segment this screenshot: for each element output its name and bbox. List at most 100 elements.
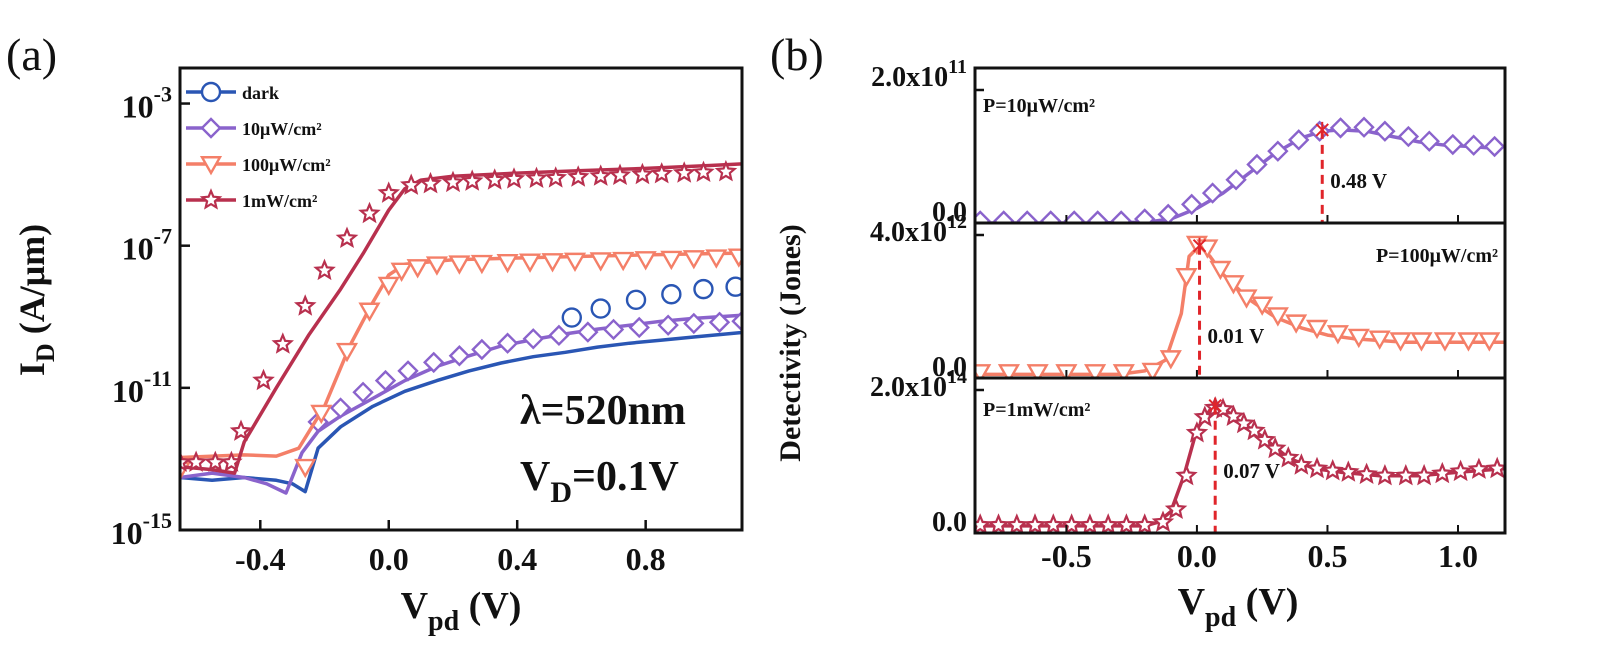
series-3-marker-7 [293, 294, 317, 316]
subplot-0-marker-3 [1040, 210, 1062, 223]
series-2-marker-9 [448, 255, 471, 275]
series-1-marker-7 [471, 338, 493, 361]
subplot-2-condition-label: P=1mW/cm² [983, 399, 1090, 421]
panel-a-x-title-sub: pd [428, 606, 460, 637]
series-3-marker-24 [650, 162, 674, 184]
series-2-marker-13 [541, 253, 564, 273]
subplot-0-marker-8 [1157, 203, 1179, 223]
subplot-2-marker-33 [1467, 457, 1491, 479]
subplot-1-marker-23 [1433, 332, 1457, 352]
series-2-marker-19 [682, 250, 705, 270]
panel-b-x-axis-title: Vpd (V) [1178, 581, 1299, 633]
subplot-2-marker-12 [1175, 463, 1198, 486]
vd-annotation-sub: D [550, 476, 572, 509]
vd-annotation: VD=0.1V [520, 454, 679, 509]
legend-marker-1 [200, 117, 222, 139]
subplot-2-marker-0 [975, 513, 992, 533]
subplot-1-peak-label: 0.01 V [1208, 324, 1265, 348]
series-3-marker-26 [692, 160, 715, 183]
legend-marker-3 [199, 188, 223, 210]
subplot-2-marker-9 [1133, 513, 1157, 533]
series-2-marker-2 [310, 404, 333, 425]
series-1-marker-3 [374, 369, 397, 392]
series-3-marker-1 [184, 450, 208, 472]
series-1-marker-15 [683, 312, 705, 335]
series-0-marker-1 [590, 298, 611, 319]
subplot-0-marker-9 [1181, 193, 1203, 216]
subplot-0-marker-16 [1329, 117, 1352, 139]
subplot-1-marker-21 [1389, 332, 1412, 352]
vd-annotation-rest: =0.1V [572, 454, 679, 500]
series-1-marker-12 [602, 318, 625, 341]
series-3-marker-12 [400, 173, 423, 195]
legend-marker-2 [199, 156, 223, 176]
wavelength-annotation: λ=520nm [520, 388, 686, 434]
subplot-1-marker-16 [1285, 314, 1308, 334]
series-2-marker-14 [563, 252, 587, 273]
subplot-1-marker-13 [1235, 289, 1258, 309]
subplot-2-marker-27 [1355, 462, 1378, 485]
series-3-marker-3 [220, 450, 243, 472]
panel-a-xtick-label-2: 0.4 [497, 541, 537, 577]
legend-marker-0 [200, 81, 222, 103]
series-line-1 [180, 313, 742, 495]
subplot-1-marker-22 [1410, 332, 1433, 352]
series-3-marker-19 [544, 166, 568, 188]
series-0-marker-5 [725, 276, 742, 297]
subplot-1-peak-cross [1192, 237, 1207, 254]
subplot-2-marker-3 [1023, 513, 1047, 533]
subplot-2-marker-19 [1243, 418, 1266, 441]
series-3-marker-18 [525, 166, 548, 189]
panel-b-x-title-unit: (V) [1236, 581, 1298, 623]
series-2-marker-21 [727, 248, 742, 268]
panel-a-y-title-sub: D [31, 343, 60, 362]
subplot-1-marker-18 [1326, 325, 1349, 345]
series-1-marker-5 [423, 351, 445, 374]
panel-a-x-title-unit: (V) [459, 585, 521, 627]
subplot-2-marker-20 [1253, 428, 1277, 450]
panel-a-y-title-unit: (A/μm) [12, 224, 52, 343]
subplot-2-marker-34 [1485, 456, 1505, 479]
panel-a-plot-frame [178, 66, 744, 532]
series-3-marker-27 [714, 159, 738, 182]
panel-b-x-title-main: V [1178, 581, 1206, 623]
subplot-0-marker-18 [1374, 120, 1396, 142]
subplot-1-marker-7 [1159, 350, 1182, 370]
series-2-marker-11 [496, 253, 519, 274]
series-3-marker-10 [358, 201, 381, 224]
panel-a-x-axis-title: Vpd (V) [401, 585, 522, 637]
subplot-1-marker-6 [1141, 362, 1164, 378]
subplot-0-marker-19 [1397, 125, 1420, 148]
series-1-marker-1 [329, 397, 352, 419]
series-2-marker-12 [518, 253, 542, 273]
legend-label-0: dark [242, 83, 279, 103]
panel-a-legend: dark 10μW/cm² 100μW/cm² 1mW/cm² [186, 81, 331, 211]
subplot-0-marker-17 [1353, 116, 1375, 138]
subplot-0-condition-label: P=10μW/cm² [983, 95, 1095, 117]
panel-a-ytick-label-2: 10-11 [112, 366, 172, 409]
panel-a-xtick-label-1: 0.0 [369, 541, 409, 577]
series-3-marker-13 [419, 171, 442, 194]
subplot-2-marker-30 [1412, 463, 1436, 486]
subplot-2-marker-8 [1115, 513, 1138, 533]
series-1-marker-2 [352, 381, 374, 403]
subplot-2-marker-11 [1164, 497, 1188, 520]
subplot-0-marker-1 [993, 210, 1015, 223]
series-line-0 [180, 330, 742, 494]
subplot-1-marker-1 [997, 364, 1021, 378]
panel-a-y-axis-title: ID (A/μm) [12, 224, 60, 376]
subplot-1-marker-17 [1305, 319, 1329, 340]
subplot-2-marker-1 [987, 513, 1010, 533]
subplot-0-marker-6 [1110, 210, 1132, 223]
subplot-2-marker-7 [1096, 513, 1120, 533]
subplot-1-marker-8 [1175, 267, 1198, 288]
panel-a-ytick-label-1: 10-7 [122, 224, 172, 267]
series-0-marker-0 [561, 307, 582, 328]
panel-b-label: (b) [770, 29, 824, 80]
subplot-1-marker-14 [1251, 296, 1274, 316]
subplot-1-marker-4 [1084, 364, 1107, 378]
subplot-0-marker-20 [1418, 130, 1440, 152]
subplot-0-marker-11 [1225, 169, 1247, 191]
subplot-0-marker-2 [1016, 210, 1038, 223]
